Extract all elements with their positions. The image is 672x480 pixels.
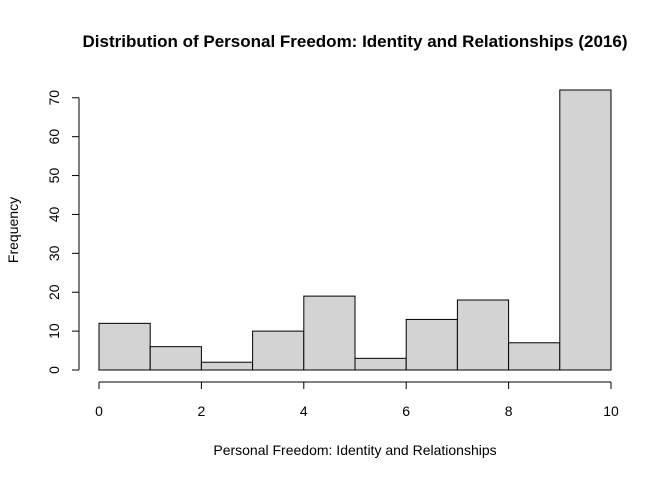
- y-tick-label: 70: [46, 90, 62, 106]
- y-tick-label: 60: [46, 129, 62, 145]
- histogram-bar-5: [354, 357, 407, 371]
- x-axis: 0 2 4 6 8 10: [95, 381, 619, 419]
- x-axis-label: Personal Freedom: Identity and Relations…: [213, 442, 496, 458]
- histogram-bar-0: [98, 322, 151, 371]
- histogram-bar-9: [559, 89, 612, 371]
- histogram-bar-1: [149, 346, 202, 371]
- histogram-bar-7: [456, 299, 510, 371]
- y-tick-label: 20: [46, 284, 62, 300]
- histogram-bar-8: [508, 342, 561, 371]
- bars-group: [98, 89, 612, 371]
- y-axis-label: Frequency: [5, 197, 21, 263]
- x-tick-label: 0: [95, 403, 103, 419]
- x-tick-label: 4: [300, 403, 308, 419]
- y-tick-label: 40: [46, 206, 62, 222]
- histogram-bar-3: [252, 330, 305, 371]
- y-tick-label: 50: [46, 168, 62, 184]
- histogram-bar-4: [303, 295, 356, 371]
- histogram-bar-6: [405, 318, 458, 371]
- histogram-bar-2: [200, 361, 254, 371]
- y-tick-label: 0: [46, 366, 62, 374]
- x-tick-label: 6: [402, 403, 410, 419]
- y-tick-label: 10: [46, 323, 62, 339]
- y-tick-label: 30: [46, 245, 62, 261]
- x-tick-label: 2: [198, 403, 206, 419]
- x-tick-label: 10: [603, 403, 619, 419]
- chart-title: Distribution of Personal Freedom: Identi…: [82, 32, 627, 51]
- y-axis: 0 10 20 30 40 50 60 70: [46, 90, 80, 374]
- x-tick-label: 8: [505, 403, 513, 419]
